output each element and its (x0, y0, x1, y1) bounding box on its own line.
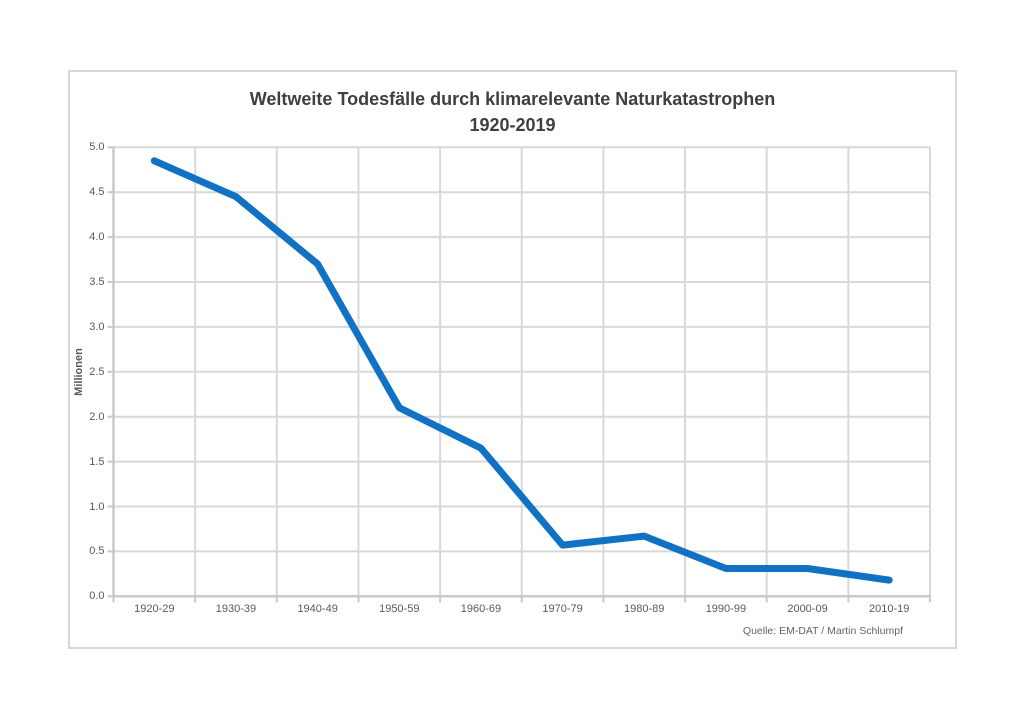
data-line (150, 157, 893, 584)
axis-ticks (107, 146, 931, 603)
x-tick-label: 1960-69 (460, 603, 502, 615)
chart-title-line2: 1920-2019 (469, 115, 556, 135)
x-tick-label: 1990-99 (705, 603, 747, 615)
y-tick-label: 2.0 (89, 410, 105, 423)
x-tick-label: 1920-29 (134, 603, 175, 615)
y-tick-label: 3.5 (89, 276, 105, 288)
chart-frame: Weltweite Todesfälle durch klimarelevant… (68, 70, 957, 649)
source-note: Quelle: EM-DAT / Martin Schlumpf (742, 625, 903, 637)
y-tick-label: 3.0 (89, 320, 105, 333)
y-tick-label: 0.5 (89, 545, 105, 558)
chart-title: Weltweite Todesfälle durch klimarelevant… (70, 86, 955, 138)
data-line-layer (150, 157, 893, 584)
plot-area (107, 146, 931, 603)
chart-title-line1: Weltweite Todesfälle durch klimarelevant… (249, 89, 776, 109)
x-tick-label: 1940-49 (297, 603, 338, 615)
y-tick-label: 4.0 (89, 231, 105, 244)
x-tick-label: 1930-39 (215, 603, 257, 615)
x-tick-label: 2000-09 (787, 603, 828, 615)
y-tick-label: 5.0 (89, 141, 105, 154)
y-tick-label: 0.0 (89, 590, 105, 603)
x-tick-label: 1980-89 (624, 603, 665, 615)
x-tick-label: 1950-59 (379, 603, 420, 615)
y-tick-label: 1.5 (89, 455, 105, 468)
y-tick-label: 4.5 (89, 186, 105, 199)
y-tick-label: 1.0 (89, 500, 105, 513)
gridlines (112, 146, 931, 598)
x-tick-label: 2010-19 (868, 603, 910, 615)
x-tick-label: 1970-79 (542, 603, 583, 615)
y-tick-label: 2.5 (89, 365, 105, 378)
